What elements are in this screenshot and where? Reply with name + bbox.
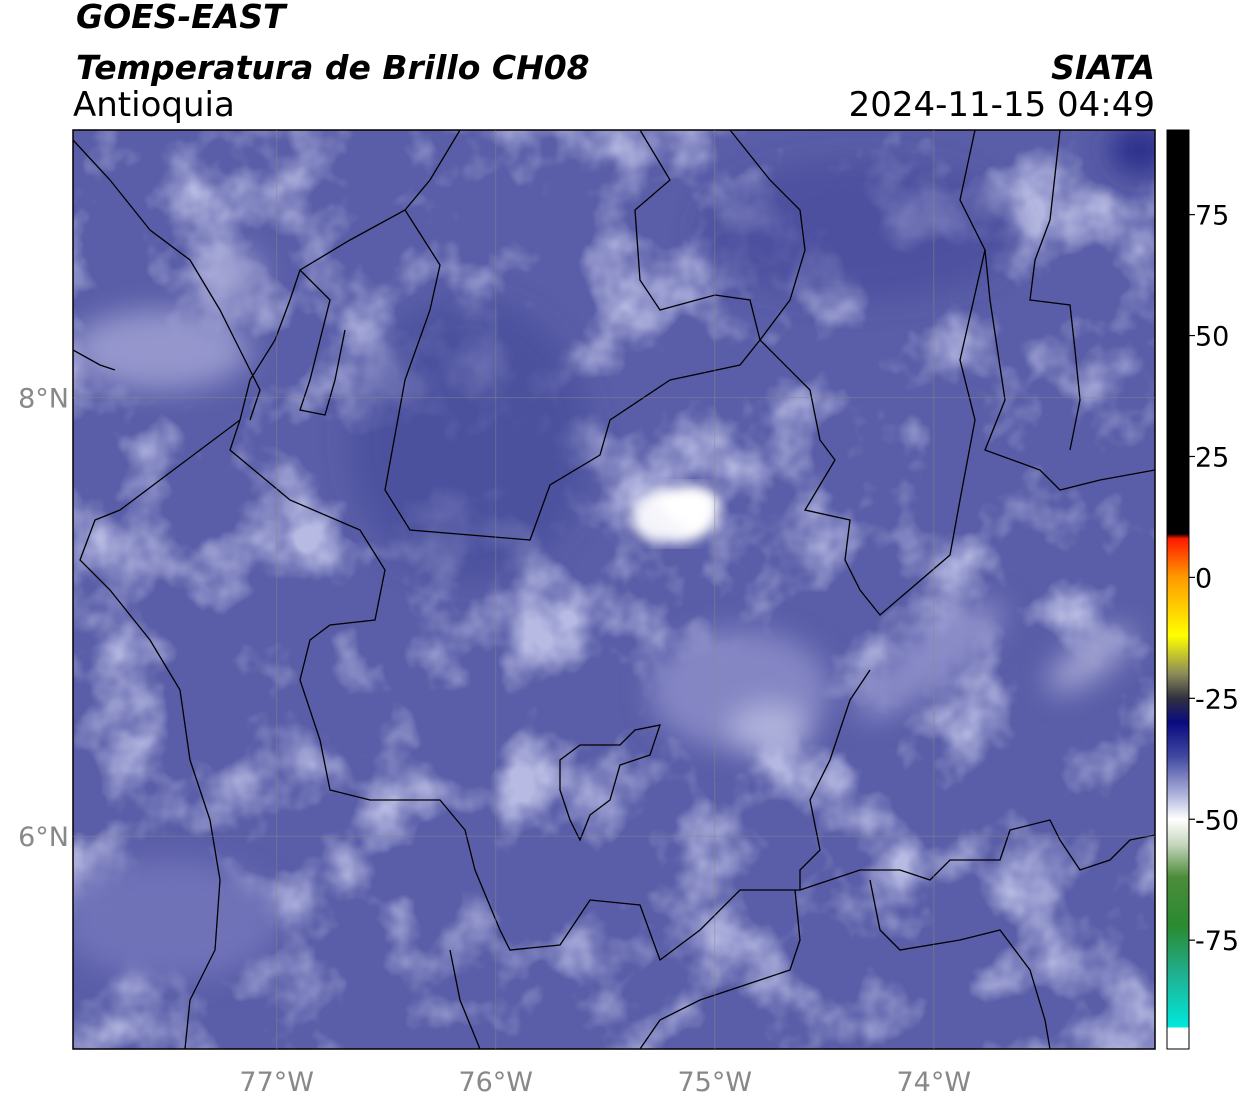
map-imagery [73, 130, 1155, 1049]
boundaries [73, 130, 1155, 1049]
timestamp: 2024-11-15 04:49 [849, 85, 1155, 125]
x-tick-label: 77°W [239, 1067, 314, 1098]
x-tick-label: 76°W [458, 1067, 533, 1098]
x-tick-label: 75°W [677, 1067, 752, 1098]
colorbar-tick-label: 0 [1195, 563, 1212, 594]
colorbar-tick-label: 50 [1195, 322, 1229, 353]
colorbar-tick-label: -75 [1195, 926, 1239, 957]
colorbar-tick-label: 25 [1195, 442, 1229, 473]
y-tick-label: 8°N [18, 384, 69, 415]
colorbar-tick-label: -25 [1195, 684, 1239, 715]
subtitle: Temperatura de Brillo CH08 [76, 48, 590, 87]
x-tick-label: 74°W [897, 1067, 972, 1098]
y-tick-label: 6°N [18, 822, 69, 853]
title: GOES-EAST [76, 0, 288, 36]
colorbar-tick-label: 75 [1195, 201, 1229, 232]
colorbar [1166, 129, 1190, 1050]
source: SIATA [1051, 48, 1155, 87]
map-frame [72, 129, 1156, 1050]
colorbar-tick-label: -50 [1195, 805, 1239, 836]
region: Antioquia [73, 85, 235, 125]
